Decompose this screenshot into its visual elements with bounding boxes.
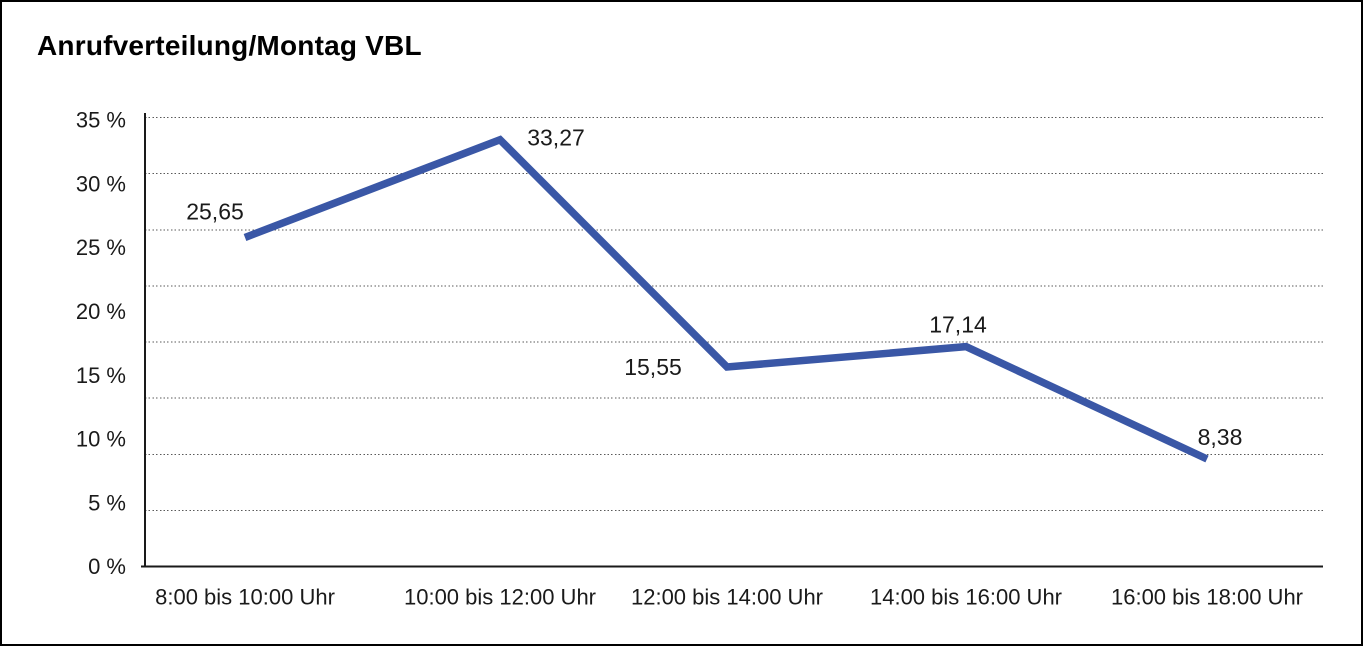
y-tick-label: 5 % (88, 490, 126, 515)
y-tick-label: 30 % (76, 171, 126, 196)
x-tick-label: 12:00 bis 14:00 Uhr (631, 585, 823, 610)
point-label: 17,14 (929, 312, 987, 338)
y-tick-label: 0 % (88, 554, 126, 579)
y-tick-label: 25 % (76, 235, 126, 260)
x-tick-label: 8:00 bis 10:00 Uhr (155, 585, 335, 610)
data-line (243, 135, 1209, 463)
x-tick-label: 16:00 bis 18:00 Uhr (1111, 585, 1303, 610)
point-label: 33,27 (527, 125, 585, 151)
x-tick-label: 10:00 bis 12:00 Uhr (404, 585, 596, 610)
y-tick-label: 15 % (76, 363, 126, 388)
point-label: 8,38 (1198, 424, 1243, 450)
chart-title: Anrufverteilung/Montag VBL (37, 30, 422, 61)
point-label: 25,65 (186, 198, 244, 224)
x-tick-label: 14:00 bis 16:00 Uhr (870, 585, 1062, 610)
point-label: 15,55 (624, 354, 682, 380)
y-tick-label: 10 % (76, 427, 126, 452)
y-tick-label: 20 % (76, 299, 126, 324)
y-tick-label: 35 % (76, 108, 126, 133)
